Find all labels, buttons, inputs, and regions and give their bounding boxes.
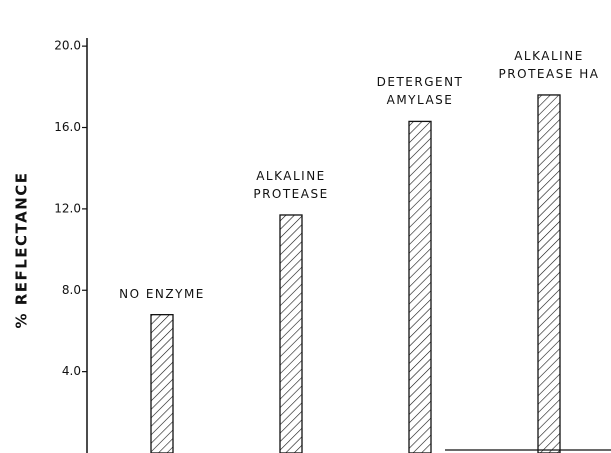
category-label: NO ENZYME [119,286,205,301]
bar [279,214,303,453]
y-tick-label: 20.0 [54,39,81,53]
y-tick-label: 12.0 [54,201,81,215]
category-label: ALKALINE PROTEASE [253,168,329,201]
bar [537,94,561,453]
y-tick-label: 8.0 [62,283,81,297]
category-label: ALKALINE PROTEASE HA [498,48,600,81]
y-axis-label: % REFLECTANCE [13,171,31,328]
bar [150,314,174,453]
y-tick-label: 4.0 [62,364,81,378]
y-tick-label: 16.0 [54,120,81,134]
bar [408,120,432,453]
category-label: DETERGENT AMYLASE [376,75,464,108]
